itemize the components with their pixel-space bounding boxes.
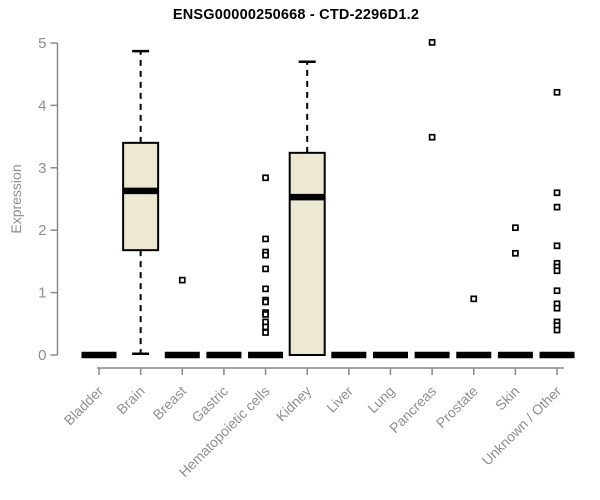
boxplot-kidney	[288, 60, 326, 356]
outlier-point	[553, 189, 561, 197]
category-label-breast: Breast	[149, 383, 189, 423]
outlier-point	[553, 326, 561, 334]
outlier-point	[553, 88, 561, 96]
outlier-point	[262, 329, 269, 336]
outlier-point	[262, 251, 269, 259]
outlier-point	[262, 323, 269, 331]
category-label-lung: Lung	[364, 383, 397, 416]
median-line	[248, 351, 284, 359]
outlier-point	[262, 265, 269, 273]
outlier-point	[553, 242, 561, 250]
boxplot-breast	[164, 276, 200, 359]
median-line	[331, 351, 367, 359]
y-axis: 0 1 2 3 4 5	[38, 35, 59, 364]
category-label-brain: Brain	[113, 383, 147, 417]
median-line	[414, 351, 450, 359]
outlier-point	[428, 39, 436, 46]
boxplot-bladder	[81, 351, 117, 359]
category-label-kidney: Kidney	[273, 383, 315, 425]
outlier-point	[553, 304, 561, 312]
outlier-point	[262, 311, 269, 318]
outlier-point	[512, 224, 519, 232]
outlier-point	[178, 276, 186, 284]
outlier-point	[262, 298, 269, 306]
category-label-unknown-other: Unknown / Other	[479, 383, 565, 469]
median-line	[206, 351, 242, 359]
outlier-point	[553, 267, 561, 275]
chart-title: ENSG00000250668 - CTD-2296D1.2	[172, 7, 420, 23]
category-label-skin: Skin	[492, 383, 523, 414]
box	[288, 151, 326, 356]
median-line	[372, 351, 408, 359]
category-label-liver: Liver	[323, 383, 356, 416]
boxplot-lung	[372, 351, 408, 359]
box	[122, 141, 160, 252]
boxplot-prostate	[456, 295, 492, 359]
y-tick-label-4: 4	[38, 97, 46, 114]
y-tick-label-5: 5	[38, 35, 46, 52]
median-line	[497, 351, 533, 359]
y-tick-label-1: 1	[38, 285, 46, 302]
boxplot-liver	[331, 351, 367, 359]
outlier-point	[428, 133, 436, 141]
y-tick-label-2: 2	[38, 222, 46, 239]
median-line	[81, 351, 117, 359]
outlier-point	[512, 249, 519, 257]
boxplot-hematopoietic-cells	[248, 174, 284, 359]
median-line	[539, 351, 575, 359]
median-line	[289, 193, 325, 201]
y-tick-label-3: 3	[38, 160, 46, 177]
outlier-point	[262, 285, 269, 293]
outlier-point	[262, 174, 269, 182]
outlier-point	[553, 203, 561, 211]
outlier-point	[553, 287, 561, 295]
median-line	[164, 351, 200, 359]
boxplot-skin	[497, 224, 533, 359]
boxplot-gastric	[206, 351, 242, 359]
median-line	[123, 187, 159, 195]
outlier-point	[262, 235, 269, 243]
outlier-point	[470, 295, 478, 303]
boxplot-pancreas	[414, 39, 450, 359]
category-label-bladder: Bladder	[61, 383, 107, 429]
boxplot-unknown-other	[539, 88, 575, 359]
boxplot-brain	[122, 49, 160, 356]
category-label-prostate: Prostate	[433, 383, 481, 431]
y-tick-label-0: 0	[38, 347, 46, 364]
median-line	[456, 351, 492, 359]
